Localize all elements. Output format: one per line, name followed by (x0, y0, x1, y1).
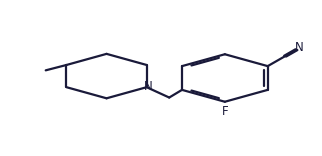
Text: F: F (222, 105, 228, 118)
Text: N: N (144, 80, 153, 93)
Text: N: N (295, 41, 304, 54)
